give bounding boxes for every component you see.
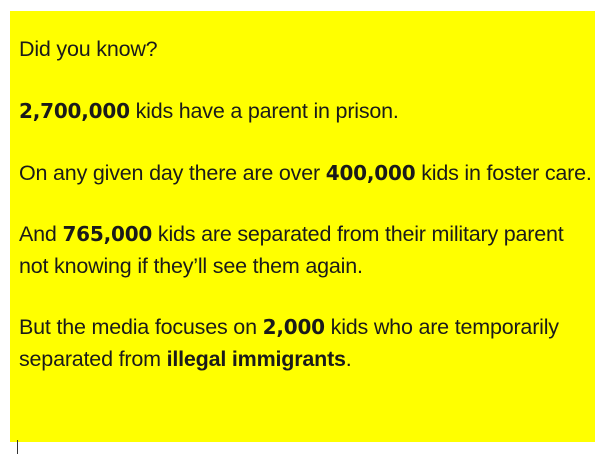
media-number: 2,000 xyxy=(262,315,325,339)
text-cursor-mark xyxy=(17,440,18,454)
intro-line: Did you know? xyxy=(19,33,595,65)
prison-number: 2,700,000 xyxy=(19,99,130,123)
foster-statistic: On any given day there are over 400,000 … xyxy=(19,157,595,189)
foster-text-after: kids in foster care. xyxy=(415,161,592,185)
military-statistic: And 765,000 kids are separated from thei… xyxy=(19,218,595,282)
military-text-before: And xyxy=(19,222,63,246)
prison-text: kids have a parent in prison. xyxy=(129,99,399,123)
media-text-before: But the media focuses on xyxy=(19,315,263,339)
media-text-middle: kids who are temporarily separated from xyxy=(19,315,559,371)
military-number: 765,000 xyxy=(62,222,153,246)
intro-text: Did you know? xyxy=(19,37,158,61)
foster-number: 400,000 xyxy=(325,161,416,185)
media-text-after: . xyxy=(345,347,352,371)
military-text-after: kids are separated from their military p… xyxy=(19,222,564,278)
prison-statistic: 2,700,000 kids have a parent in prison. xyxy=(19,95,595,127)
meme-text-card: Did you know? 2,700,000 kids have a pare… xyxy=(10,11,595,442)
foster-text-before: On any given day there are over xyxy=(19,161,326,185)
media-emphasis: illegal immigrants xyxy=(166,347,346,371)
media-statistic: But the media focuses on 2,000 kids who … xyxy=(19,311,595,375)
